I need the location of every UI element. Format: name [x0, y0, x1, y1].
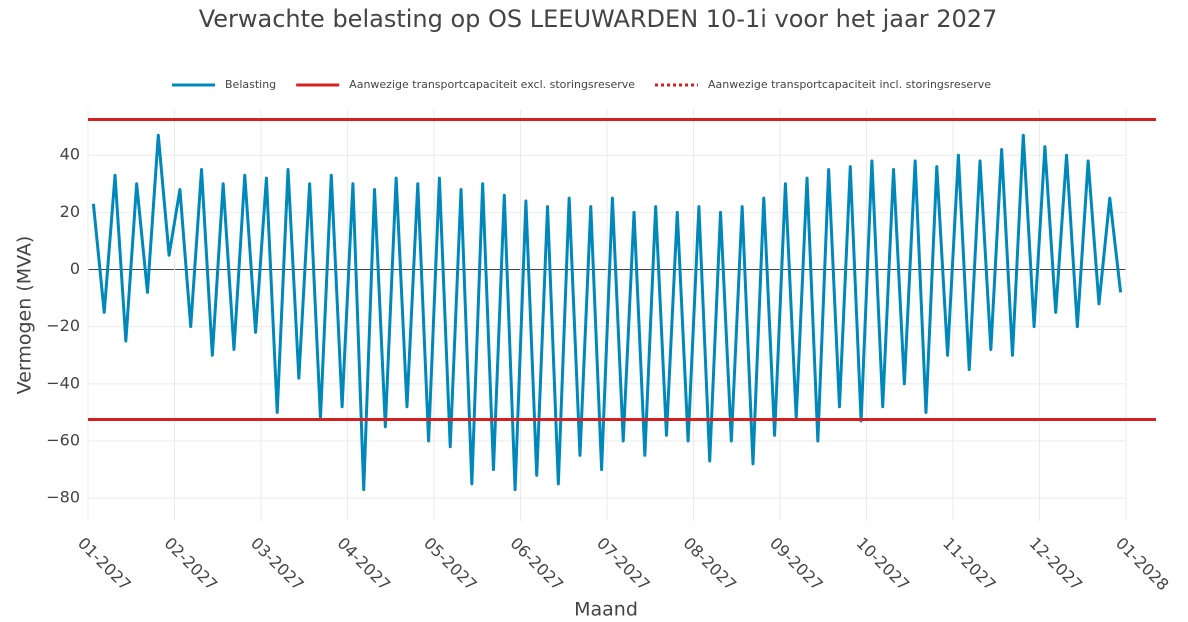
legend-label: Aanwezige transportcapaciteit incl. stor…: [708, 78, 991, 91]
x-tick-label: 11-2027: [939, 534, 1000, 595]
chart-title: Verwachte belasting op OS LEEUWARDEN 10-…: [199, 5, 998, 33]
x-tick-label: 01-2027: [74, 534, 135, 595]
x-tick-label: 07-2027: [593, 534, 654, 595]
y-tick-label: 40: [60, 145, 80, 164]
y-tick-label: −60: [46, 430, 80, 449]
legend-label: Aanwezige transportcapaciteit excl. stor…: [349, 78, 635, 91]
x-tick-label: 10-2027: [852, 534, 913, 595]
y-tick-label: −80: [46, 488, 80, 507]
x-tick-label: 03-2027: [247, 534, 308, 595]
y-tick-label: 20: [60, 202, 80, 221]
y-tick-label: 0: [70, 259, 80, 278]
y-axis-title: Vermogen (MVA): [14, 236, 36, 395]
legend-label: Belasting: [225, 78, 276, 91]
x-tick-label: 01-2028: [1112, 534, 1173, 595]
x-tick-label: 09-2027: [766, 534, 827, 595]
x-tick-label: 05-2027: [420, 534, 481, 595]
y-tick-label: −20: [46, 316, 80, 335]
x-axis-title: Maand: [574, 599, 638, 621]
data-line: [91, 133, 1123, 492]
x-tick-label: 12-2027: [1025, 534, 1086, 595]
x-tick-label: 06-2027: [506, 534, 567, 595]
y-tick-label: −40: [46, 373, 80, 392]
x-tick-label: 02-2027: [160, 534, 221, 595]
x-tick-label: 04-2027: [333, 534, 394, 595]
x-tick-label: 08-2027: [679, 534, 740, 595]
